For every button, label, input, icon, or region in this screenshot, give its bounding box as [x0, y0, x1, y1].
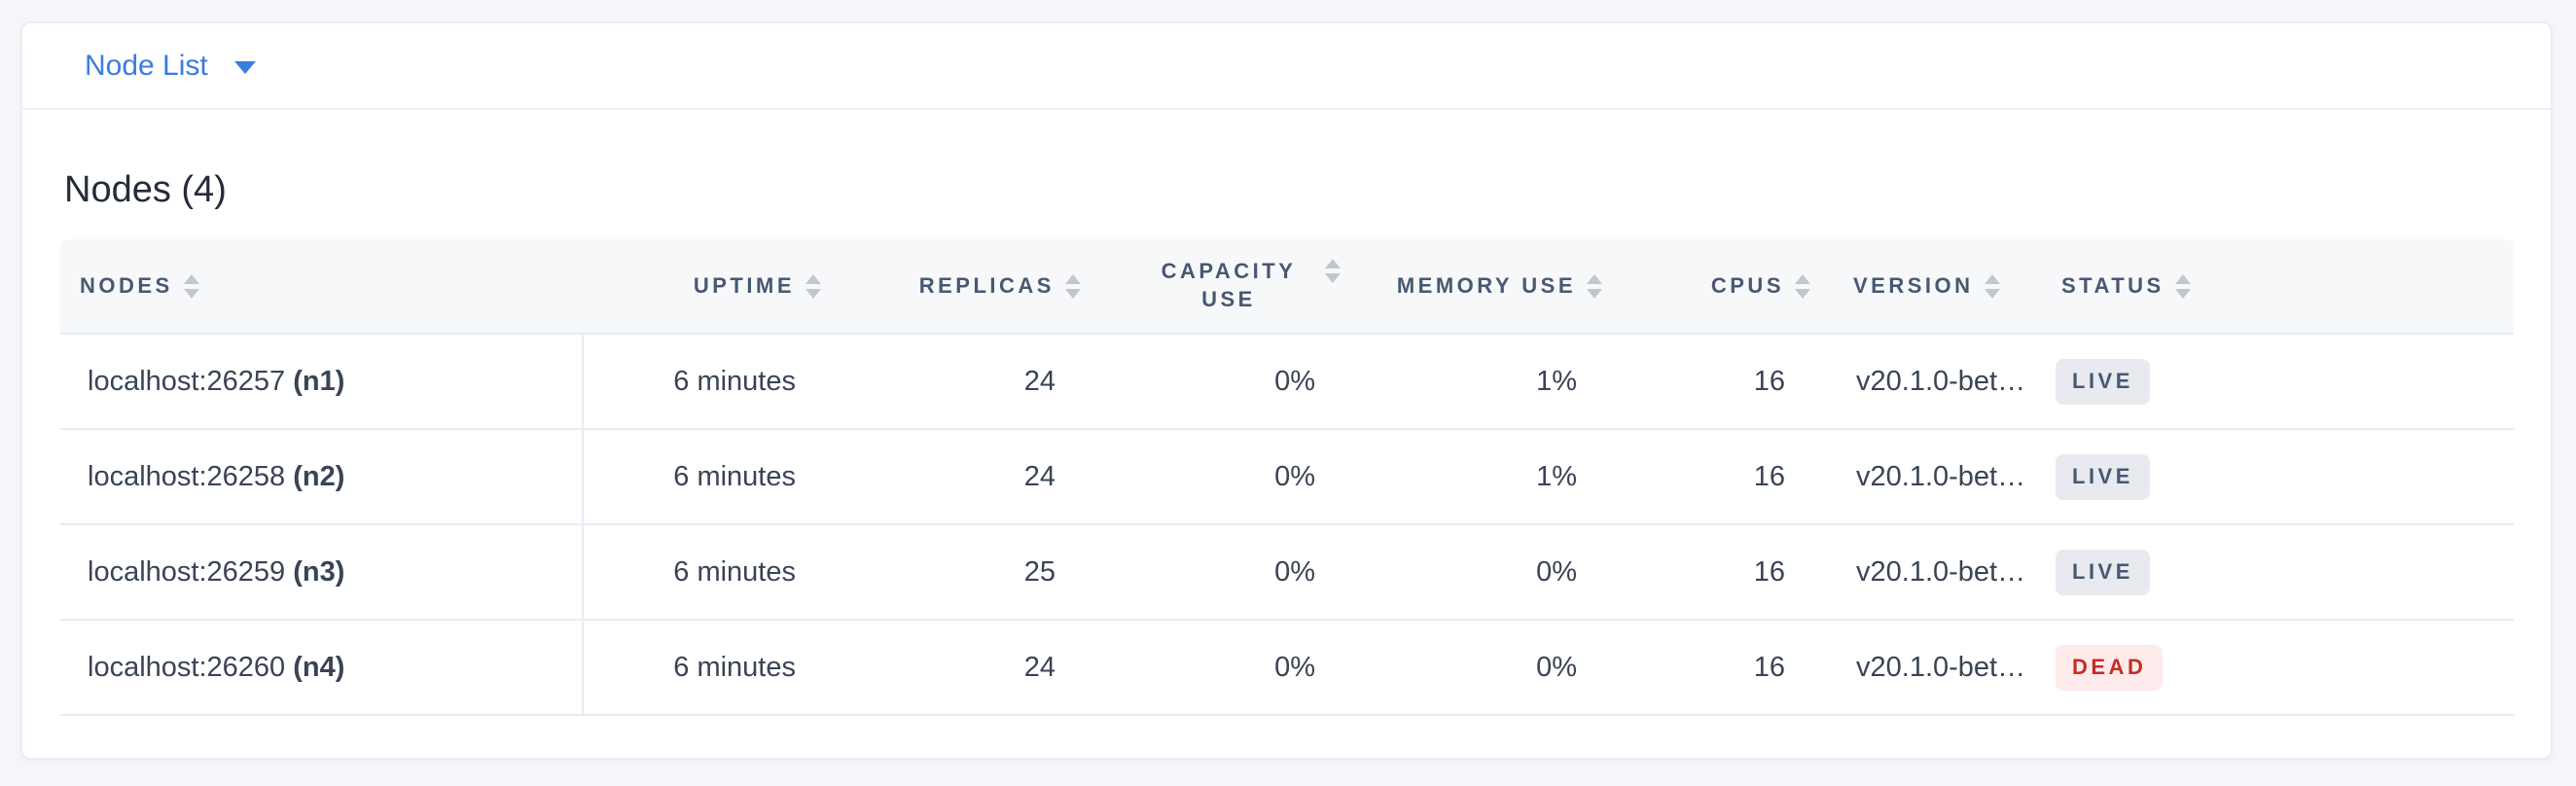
column-header-label: Nodes: [80, 272, 173, 298]
node-id: (n4): [293, 651, 345, 683]
sort-arrows-icon: [1984, 273, 2000, 299]
cell-capacity-use: 0%: [1089, 619, 1348, 716]
sort-desc-icon: [2174, 288, 2191, 299]
status-badge: LIVE: [2056, 453, 2150, 500]
table-header-row: Nodes Uptime Replicas Capacity Use: [60, 239, 2514, 334]
sort-asc-icon: [1984, 273, 2000, 284]
cell-status: DEAD: [2028, 619, 2514, 716]
table-row: localhost:26257 (n1) 6 minutes 24 0% 1% …: [60, 333, 2514, 429]
node-address: localhost:26257: [88, 365, 286, 397]
cell-replicas: 25: [829, 523, 1089, 620]
sort-desc-icon: [1065, 288, 1081, 299]
cell-cpus: 16: [1610, 333, 1818, 429]
cell-cpus: 16: [1610, 619, 1818, 716]
sort-asc-icon: [183, 273, 199, 284]
column-header-status[interactable]: Status: [2028, 239, 2514, 334]
node-address: localhost:26260: [88, 651, 286, 683]
sort-arrows-icon: [2174, 273, 2191, 299]
cell-version: v20.1.0-bet…: [1818, 428, 2028, 524]
cell-uptime: 6 minutes: [583, 523, 829, 620]
table-row: localhost:26259 (n3) 6 minutes 25 0% 0% …: [60, 523, 2514, 620]
table-body: localhost:26257 (n1) 6 minutes 24 0% 1% …: [60, 333, 2514, 716]
column-header-capacity_use[interactable]: Capacity Use: [1089, 239, 1348, 334]
cell-version: v20.1.0-bet…: [1818, 523, 2028, 620]
cell-capacity-use: 0%: [1089, 428, 1348, 524]
sort-desc-icon: [1984, 288, 2000, 299]
column-header-address[interactable]: Nodes: [60, 239, 583, 334]
page-title: Nodes (4): [64, 169, 227, 210]
cell-memory-use: 0%: [1348, 619, 1610, 716]
sort-asc-icon: [1325, 258, 1341, 268]
cell-status: LIVE: [2028, 428, 2514, 524]
node-list-card: Node List Nodes (4) Nodes Uptime Replica…: [20, 21, 2553, 760]
node-address: localhost:26258: [88, 460, 286, 492]
sort-asc-icon: [805, 273, 821, 284]
column-header-label: CPUs: [1710, 272, 1784, 298]
column-header-label: Status: [2061, 272, 2165, 298]
column-header-label: Uptime: [693, 272, 795, 298]
column-header-label: Memory Use: [1396, 272, 1576, 298]
sort-arrows-icon: [1587, 273, 1602, 299]
cell-uptime: 6 minutes: [583, 428, 829, 524]
status-badge: LIVE: [2056, 549, 2150, 595]
cell-replicas: 24: [829, 428, 1089, 524]
cell-memory-use: 1%: [1348, 333, 1610, 429]
status-badge: LIVE: [2056, 358, 2150, 405]
node-address: localhost:26259: [88, 555, 286, 588]
sort-desc-icon: [1795, 288, 1810, 299]
nodes-table: Nodes Uptime Replicas Capacity Use: [60, 239, 2514, 716]
cell-node: localhost:26259 (n3): [60, 523, 584, 620]
view-selector-dropdown[interactable]: Node List: [85, 50, 256, 83]
view-selector-bar: Node List: [22, 23, 2551, 110]
node-list-content: Nodes (4) Nodes Uptime Replicas: [22, 110, 2551, 716]
node-id: (n3): [293, 555, 345, 588]
sort-desc-icon: [1587, 288, 1602, 299]
column-header-uptime[interactable]: Uptime: [583, 239, 829, 334]
cell-uptime: 6 minutes: [583, 619, 829, 716]
column-header-label: Capacity Use: [1161, 259, 1297, 311]
table-row: localhost:26258 (n2) 6 minutes 24 0% 1% …: [60, 428, 2514, 524]
cell-version: v20.1.0-bet…: [1818, 619, 2028, 716]
node-id: (n2): [293, 460, 345, 492]
sort-desc-icon: [1325, 272, 1341, 283]
sort-arrows-icon: [1065, 273, 1081, 299]
column-header-replicas[interactable]: Replicas: [829, 239, 1089, 334]
cell-node: localhost:26260 (n4): [60, 619, 584, 716]
cell-uptime: 6 minutes: [583, 333, 829, 429]
sort-asc-icon: [1795, 273, 1810, 284]
view-selector-label: Node List: [85, 49, 208, 82]
cell-replicas: 24: [829, 619, 1089, 716]
sort-desc-icon: [805, 288, 821, 299]
cell-capacity-use: 0%: [1089, 333, 1348, 429]
column-header-label: Replicas: [918, 272, 1055, 298]
cell-status: LIVE: [2028, 523, 2514, 620]
cell-memory-use: 0%: [1348, 523, 1610, 620]
column-header-memory_use[interactable]: Memory Use: [1348, 239, 1610, 334]
sort-arrows-icon: [1795, 273, 1810, 299]
column-header-cpus[interactable]: CPUs: [1610, 239, 1818, 334]
sort-arrows-icon: [1325, 258, 1341, 283]
cell-cpus: 16: [1610, 523, 1818, 620]
cell-node: localhost:26258 (n2): [60, 428, 584, 524]
sort-asc-icon: [1587, 273, 1602, 284]
sort-arrows-icon: [183, 273, 199, 299]
status-badge: DEAD: [2056, 644, 2164, 691]
cell-memory-use: 1%: [1348, 428, 1610, 524]
sort-arrows-icon: [805, 273, 821, 299]
cell-status: LIVE: [2028, 333, 2514, 429]
column-header-label: Version: [1853, 272, 1974, 298]
cell-version: v20.1.0-bet…: [1818, 333, 2028, 429]
cell-replicas: 24: [829, 333, 1089, 429]
sort-asc-icon: [1065, 273, 1081, 284]
sort-desc-icon: [183, 288, 199, 299]
table-row: localhost:26260 (n4) 6 minutes 24 0% 0% …: [60, 619, 2514, 716]
cell-capacity-use: 0%: [1089, 523, 1348, 620]
cell-cpus: 16: [1610, 428, 1818, 524]
cell-node: localhost:26257 (n1): [60, 333, 584, 429]
sort-asc-icon: [2174, 273, 2191, 284]
node-id: (n1): [293, 365, 345, 397]
column-header-version[interactable]: Version: [1818, 239, 2028, 334]
chevron-down-icon: [233, 60, 256, 74]
